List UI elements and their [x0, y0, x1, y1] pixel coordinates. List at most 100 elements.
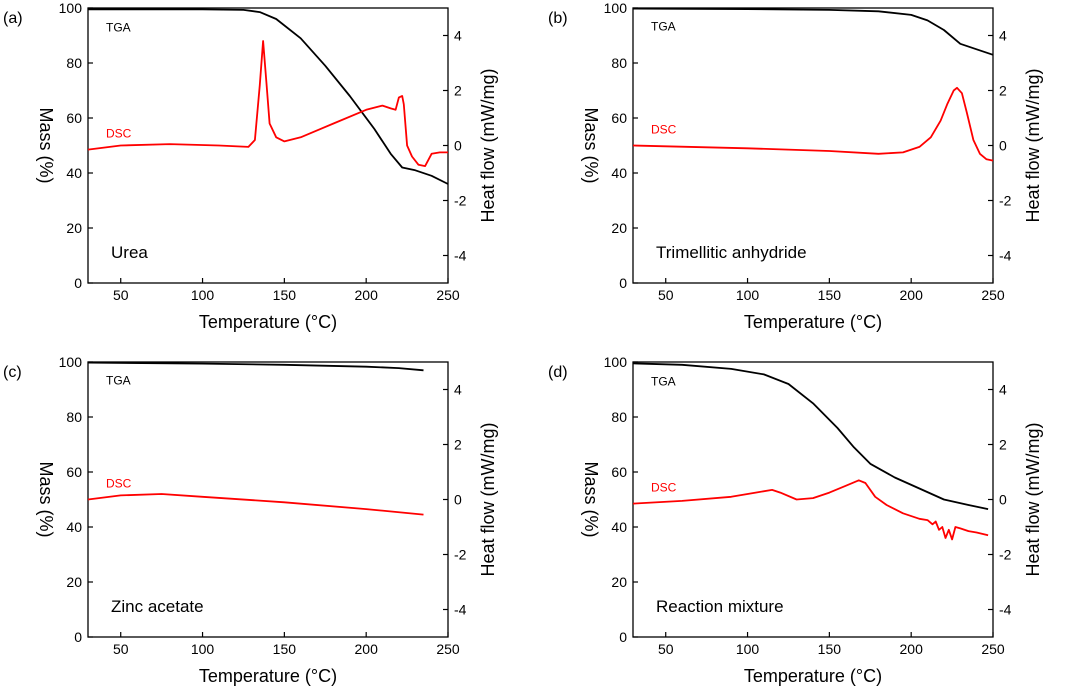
y-left-tick-label: 100 [604, 354, 628, 370]
y-left-tick-label: 20 [611, 220, 627, 236]
y-right-tick-label: -2 [999, 193, 1012, 209]
y-left-tick-label: 80 [611, 409, 627, 425]
x-tick-label: 100 [736, 641, 760, 657]
x-tick-label: 200 [900, 287, 924, 303]
y-right-axis-label: Heat flow (mW/mg) [478, 422, 498, 576]
y-left-tick-label: 0 [74, 629, 82, 645]
x-axis-label: Temperature (°C) [199, 312, 337, 332]
x-tick-label: 150 [818, 641, 842, 657]
x-tick-label: 200 [355, 641, 379, 657]
plot-frame [632, 7, 994, 284]
y-right-tick-label: -2 [454, 547, 467, 563]
x-tick-label: 200 [900, 641, 924, 657]
dsc-series-label: DSC [106, 127, 132, 141]
panel-label: (b) [548, 10, 568, 27]
chart-panel: 50 100 150 200 250 0 20 40 60 80 100 -4 -2 0 2 4 Tempera… [3, 354, 498, 686]
dsc-series-label: DSC [106, 477, 132, 491]
y-left-tick-label: 40 [66, 519, 82, 535]
y-right-axis-label: Heat flow (mW/mg) [1023, 68, 1043, 222]
y-right-tick-label: 4 [454, 28, 462, 44]
y-left-tick-label: 60 [611, 110, 627, 126]
sample-label: Urea [111, 243, 148, 262]
y-right-tick-label: -4 [454, 602, 467, 618]
y-left-axis-label: Mass (%) [36, 462, 56, 538]
dsc-line [632, 479, 989, 541]
x-tick-label: 50 [113, 641, 129, 657]
y-left-tick-label: 20 [611, 574, 627, 590]
y-right-tick-label: -4 [999, 602, 1012, 618]
sample-label: Zinc acetate [111, 597, 204, 616]
y-right-tick-label: 2 [454, 437, 462, 453]
y-right-tick-label: -2 [454, 193, 467, 209]
y-left-tick-label: 80 [66, 409, 82, 425]
x-tick-label: 50 [113, 287, 129, 303]
y-left-tick-label: 0 [619, 629, 627, 645]
tga-line [88, 8, 449, 185]
dsc-series-label: DSC [651, 123, 677, 137]
y-right-tick-label: 0 [454, 138, 462, 154]
y-right-tick-label: 0 [454, 492, 462, 508]
x-tick-label: 150 [273, 287, 297, 303]
y-left-tick-label: 60 [66, 464, 82, 480]
x-tick-label: 50 [658, 641, 674, 657]
y-left-tick-label: 100 [604, 0, 628, 16]
y-right-tick-label: -4 [454, 248, 467, 264]
y-left-tick-label: 20 [66, 574, 82, 590]
y-left-tick-label: 40 [66, 165, 82, 181]
dsc-line [632, 86, 994, 162]
plot-frame [87, 361, 449, 638]
tga-series-label: TGA [106, 20, 131, 34]
x-tick-label: 100 [736, 287, 760, 303]
y-left-tick-label: 100 [59, 0, 83, 16]
y-left-tick-label: 80 [66, 55, 82, 71]
y-right-axis-label: Heat flow (mW/mg) [478, 68, 498, 222]
chart-panel: 50 100 150 200 250 0 20 40 60 80 100 -4 -2 0 2 4 Tempera… [548, 0, 1043, 332]
tga-line [632, 362, 989, 510]
y-right-tick-label: 0 [999, 492, 1007, 508]
tga-line [87, 361, 424, 372]
y-left-tick-label: 80 [611, 55, 627, 71]
x-tick-label: 250 [436, 641, 460, 657]
panel-label: (a) [3, 10, 23, 27]
y-left-tick-label: 100 [59, 354, 83, 370]
y-right-axis-label: Heat flow (mW/mg) [1023, 422, 1043, 576]
y-right-tick-label: 0 [999, 138, 1007, 154]
x-tick-label: 150 [818, 287, 842, 303]
tga-line [632, 7, 994, 56]
tga-series-label: TGA [651, 374, 676, 388]
y-right-tick-label: 2 [454, 83, 462, 99]
x-tick-label: 200 [355, 287, 379, 303]
y-right-tick-label: 4 [999, 382, 1007, 398]
chart-panel: 50 100 150 200 250 0 20 40 60 80 100 -4 -2 0 2 4 Tempera… [548, 354, 1043, 686]
dsc-line [87, 493, 424, 516]
chart-panel: 50 100 150 200 250 0 20 40 60 80 100 -4 -2 0 2 4 Tempera… [3, 0, 498, 332]
x-tick-label: 250 [981, 641, 1005, 657]
y-left-tick-label: 60 [611, 464, 627, 480]
panel-label: (c) [3, 364, 22, 381]
tga-series-label: TGA [651, 20, 676, 34]
x-tick-label: 150 [273, 641, 297, 657]
sample-label: Trimellitic anhydride [656, 243, 807, 262]
x-axis-label: Temperature (°C) [744, 666, 882, 686]
dsc-series-label: DSC [651, 481, 677, 495]
dsc-line [87, 40, 448, 168]
y-right-tick-label: 2 [999, 437, 1007, 453]
y-right-tick-label: -2 [999, 547, 1012, 563]
tga-series-label: TGA [106, 374, 131, 388]
x-tick-label: 250 [436, 287, 460, 303]
y-right-tick-label: 4 [454, 382, 462, 398]
x-tick-label: 100 [191, 287, 215, 303]
x-axis-label: Temperature (°C) [744, 312, 882, 332]
y-right-tick-label: 2 [999, 83, 1007, 99]
y-left-tick-label: 20 [66, 220, 82, 236]
x-tick-label: 250 [981, 287, 1005, 303]
x-axis-label: Temperature (°C) [199, 666, 337, 686]
sample-label: Reaction mixture [656, 597, 784, 616]
y-left-axis-label: Mass (%) [581, 108, 601, 184]
x-tick-label: 100 [191, 641, 215, 657]
y-left-tick-label: 60 [66, 110, 82, 126]
panel-label: (d) [548, 364, 568, 381]
y-left-tick-label: 40 [611, 165, 627, 181]
y-left-tick-label: 0 [619, 275, 627, 291]
